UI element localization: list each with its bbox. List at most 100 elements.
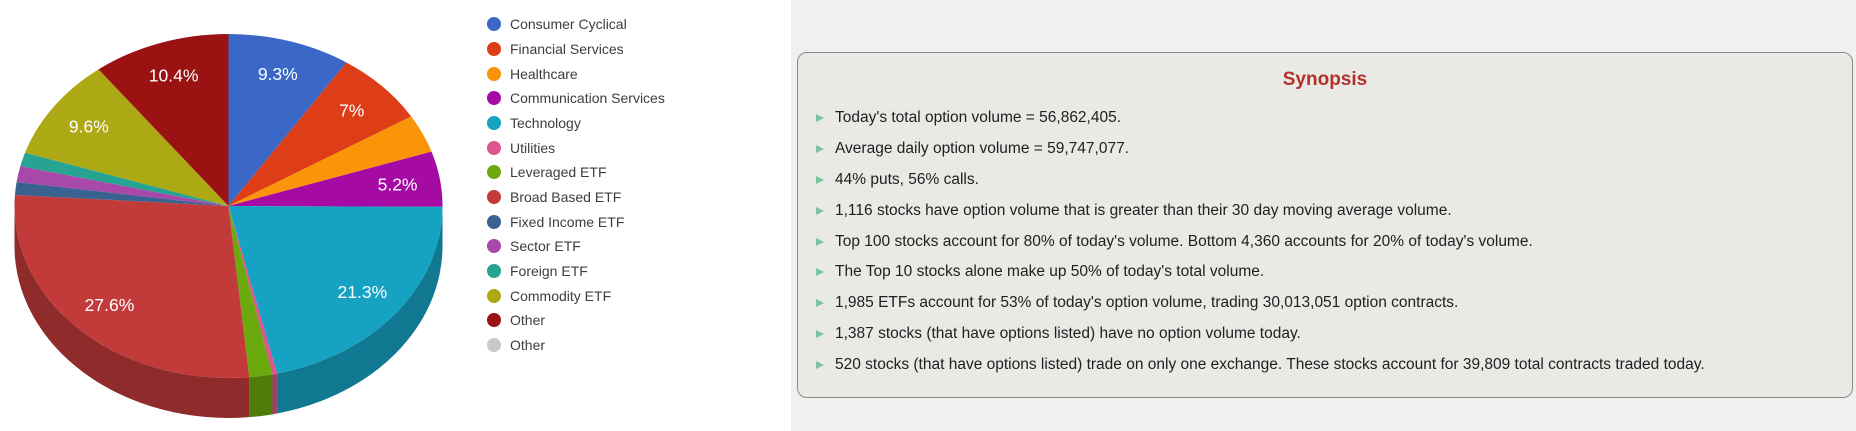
synopsis-item: The Top 10 stocks alone make up 50% of t…: [816, 257, 1838, 288]
pie-slice-wall: [272, 373, 278, 415]
legend-swatch: [487, 165, 501, 180]
legend-item[interactable]: Commodity ETF: [487, 283, 665, 308]
synopsis-item-text: 1,116 stocks have option volume that is …: [835, 201, 1452, 219]
synopsis-list: Today's total option volume = 56,862,405…: [816, 103, 1838, 380]
legend-swatch: [487, 214, 501, 229]
pie-slice[interactable]: [14, 194, 250, 378]
legend-label: Financial Services: [510, 40, 624, 57]
legend-swatch: [487, 189, 501, 204]
pie-slice[interactable]: [98, 34, 229, 206]
pie-slice-wall: [249, 374, 273, 418]
pie-slice[interactable]: [16, 166, 229, 206]
legend-item[interactable]: Broad Based ETF: [487, 185, 665, 210]
pie-slice[interactable]: [228, 116, 432, 206]
bullet-triangle-icon: [816, 175, 824, 184]
synopsis-region: Synopsis Today's total option volume = 5…: [791, 0, 1856, 431]
pie-slice[interactable]: [25, 69, 229, 207]
legend-item[interactable]: Other: [487, 308, 665, 333]
synopsis-item-text: Top 100 stocks account for 80% of today'…: [835, 232, 1533, 250]
legend-label: Other: [510, 336, 546, 353]
legend-item[interactable]: Communication Services: [487, 86, 665, 111]
pie-slice[interactable]: [228, 206, 273, 378]
pie-chart-region: 9.3% 7% 5.2% 21.3% 27.6% 9.6% 10.4% Consumer C…: [0, 0, 791, 431]
synopsis-item-text: The Top 10 stocks alone make up 50% of t…: [835, 263, 1265, 281]
synopsis-item: 44% puts, 56% calls.: [816, 165, 1838, 196]
legend-label: Leveraged ETF: [510, 164, 607, 181]
pie-slice-label: 21.3%: [338, 282, 388, 302]
pie-slice-label: 27.6%: [85, 295, 135, 315]
legend-label: Consumer Cyclical: [510, 16, 627, 33]
synopsis-item: Top 100 stocks account for 80% of today'…: [816, 226, 1838, 257]
pie-slice[interactable]: [228, 34, 347, 206]
legend-swatch: [487, 17, 501, 32]
bullet-triangle-icon: [816, 237, 824, 246]
bullet-triangle-icon: [816, 360, 824, 369]
legend-label: Commodity ETF: [510, 287, 612, 304]
legend-swatch: [487, 313, 501, 328]
synopsis-item-text: Today's total option volume = 56,862,405…: [835, 109, 1122, 127]
legend-swatch: [487, 91, 501, 106]
legend-item[interactable]: Sector ETF: [487, 234, 665, 259]
synopsis-item: Today's total option volume = 56,862,405…: [816, 103, 1838, 134]
pie-slice-label: 10.4%: [149, 66, 199, 86]
legend-label: Communication Services: [510, 90, 665, 107]
pie-slice-wall: [277, 206, 443, 414]
pie-slice[interactable]: [14, 182, 229, 206]
bullet-triangle-icon: [816, 329, 824, 338]
pie-slice[interactable]: [228, 151, 443, 207]
pie-slice-label: 9.6%: [69, 116, 109, 136]
pie-slice-label: 7%: [339, 100, 364, 120]
synopsis-item-text: 520 stocks (that have options listed) tr…: [835, 355, 1705, 373]
legend-label: Healthcare: [510, 65, 578, 82]
pie-slice[interactable]: [228, 62, 412, 206]
synopsis-title: Synopsis: [1282, 69, 1368, 90]
legend-swatch: [487, 263, 501, 278]
synopsis-item-text: Average daily option volume = 59,747,077…: [835, 140, 1129, 158]
synopsis-item-text: 1,985 ETFs account for 53% of today's op…: [835, 294, 1459, 312]
legend-label: Broad Based ETF: [510, 188, 622, 205]
legend-label: Sector ETF: [510, 238, 581, 255]
synopsis-item: 1,116 stocks have option volume that is …: [816, 195, 1838, 226]
legend-item[interactable]: Other: [487, 333, 665, 358]
bullet-triangle-icon: [816, 145, 824, 154]
bullet-triangle-icon: [816, 268, 824, 277]
synopsis-panel: Synopsis Today's total option volume = 5…: [797, 52, 1853, 398]
legend-label: Foreign ETF: [510, 262, 588, 279]
pie-slice[interactable]: [20, 152, 229, 206]
pie-slice[interactable]: [228, 206, 278, 375]
synopsis-item: 1,387 stocks (that have options listed) …: [816, 319, 1838, 350]
bullet-triangle-icon: [816, 114, 824, 123]
synopsis-item: 520 stocks (that have options listed) tr…: [816, 349, 1838, 380]
legend-item[interactable]: Leveraged ETF: [487, 160, 665, 185]
bullet-triangle-icon: [816, 299, 824, 308]
legend-swatch: [487, 337, 501, 352]
legend-item[interactable]: Fixed Income ETF: [487, 209, 665, 234]
legend: Consumer Cyclical Financial Services Healt…: [487, 12, 665, 357]
legend-item[interactable]: Consumer Cyclical: [487, 12, 665, 37]
legend-swatch: [487, 66, 501, 81]
legend-label: Technology: [510, 114, 581, 131]
pie-slice-wall: [14, 206, 250, 418]
synopsis-item-text: 44% puts, 56% calls.: [835, 170, 979, 188]
synopsis-item-text: 1,387 stocks (that have options listed) …: [835, 324, 1301, 342]
legend-item[interactable]: Healthcare: [487, 61, 665, 86]
legend-swatch: [487, 140, 501, 155]
synopsis-item: 1,985 ETFs account for 53% of today's op…: [816, 288, 1838, 319]
legend-label: Other: [510, 312, 546, 329]
legend-swatch: [487, 239, 501, 254]
legend-item[interactable]: Technology: [487, 111, 665, 136]
legend-label: Fixed Income ETF: [510, 213, 625, 230]
synopsis-item: Average daily option volume = 59,747,077…: [816, 134, 1838, 165]
pie-slice[interactable]: [228, 206, 443, 374]
legend-swatch: [487, 41, 501, 56]
pie-slice-label: 5.2%: [378, 174, 418, 194]
legend-item[interactable]: Foreign ETF: [487, 259, 665, 284]
bullet-triangle-icon: [816, 206, 824, 215]
legend-item[interactable]: Financial Services: [487, 37, 665, 62]
pie-slice-label: 9.3%: [258, 64, 298, 84]
legend-item[interactable]: Utilities: [487, 135, 665, 160]
legend-label: Utilities: [510, 139, 556, 156]
legend-swatch: [487, 115, 501, 130]
pie-chart: 9.3% 7% 5.2% 21.3% 27.6% 9.6% 10.4%: [14, 34, 443, 418]
